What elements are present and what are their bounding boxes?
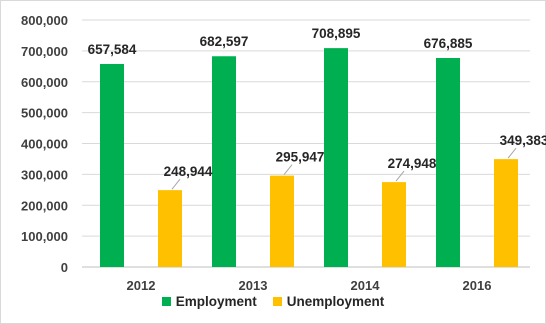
leader-line-unemployment (171, 178, 181, 190)
data-labels: 657,584 248,944 682,597 295,947 708,895 274,9… (88, 26, 546, 179)
data-label-employment: 682,597 (200, 34, 249, 49)
bar-unemployment (158, 190, 182, 267)
bar-unemployment (270, 175, 294, 267)
bars (100, 48, 518, 268)
y-tick-label: 400,000 (21, 137, 68, 152)
legend-swatch-employment (161, 297, 171, 306)
bar-unemployment (382, 182, 406, 267)
y-tick-label: 0 (61, 260, 68, 275)
y-tick-label: 500,000 (21, 106, 68, 121)
gridlines (82, 19, 530, 268)
y-tick-label: 700,000 (21, 44, 68, 59)
y-axis: 0 100,000 200,000 300,000 400,000 500,000 600,… (21, 13, 68, 275)
data-label-employment: 708,895 (312, 26, 361, 41)
bar-unemployment (494, 159, 518, 267)
data-label-unemployment: 349,383 (500, 133, 546, 148)
x-axis: 2012 2013 2014 2016 (127, 278, 492, 293)
x-tick-label: 2012 (127, 278, 156, 293)
bar-employment (324, 48, 348, 268)
data-label-employment: 657,584 (88, 42, 137, 57)
y-tick-label: 100,000 (21, 229, 68, 244)
y-tick-label: 200,000 (21, 198, 68, 213)
bar-employment (436, 58, 460, 268)
leader-line-unemployment (507, 147, 517, 159)
x-tick-label: 2013 (239, 278, 268, 293)
y-tick-label: 600,000 (21, 75, 68, 90)
legend-label-unemployment: Unemployment (286, 294, 385, 309)
legend-item-employment: Employment (161, 294, 257, 309)
y-tick-label: 300,000 (21, 167, 68, 182)
x-tick-label: 2014 (351, 278, 381, 293)
legend-label-employment: Employment (175, 294, 257, 309)
y-tick-label: 800,000 (21, 13, 68, 28)
leader-line-unemployment (283, 164, 293, 175)
x-tick-label: 2016 (463, 278, 492, 293)
bar-employment (212, 56, 236, 268)
data-label-unemployment: 248,944 (164, 164, 213, 179)
bar-employment (100, 63, 124, 267)
legend: Employment Unemployment (0, 294, 546, 309)
legend-item-unemployment: Unemployment (272, 294, 385, 309)
data-label-employment: 676,885 (424, 36, 473, 51)
leader-lines (171, 147, 517, 190)
leader-line-unemployment (395, 170, 405, 182)
legend-swatch-unemployment (272, 297, 282, 306)
data-label-unemployment: 274,948 (388, 156, 437, 171)
data-label-unemployment: 295,947 (276, 150, 325, 165)
